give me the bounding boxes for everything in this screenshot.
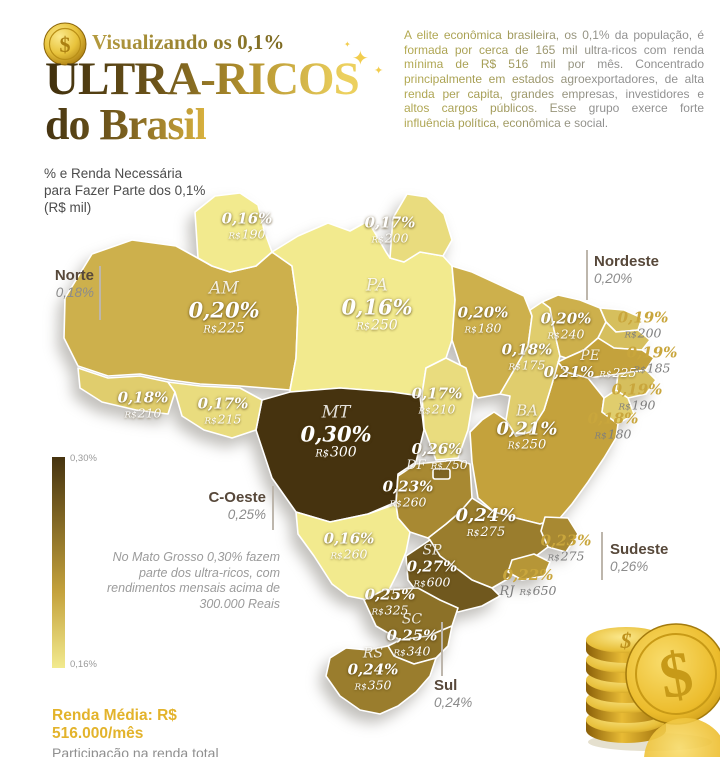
footer-average-income: Renda Média: R$ 516.000/mês	[52, 707, 177, 742]
map-subtitle: % e Renda Necessária para Fazer Parte do…	[44, 166, 206, 215]
state-shape-AP	[389, 193, 453, 263]
state-shape-PE	[557, 337, 655, 379]
state-shape-AC	[77, 367, 176, 415]
state-shape-MT	[255, 387, 425, 523]
main-title: ULTRA-RICOS	[45, 53, 360, 105]
coin-icon: $	[43, 22, 87, 66]
region-divider-sul	[441, 622, 443, 676]
main-title-line2: do Brasil	[45, 100, 207, 149]
region-divider-coeste	[272, 486, 274, 530]
state-shape-SE	[601, 389, 635, 425]
state-shape-PR	[363, 587, 459, 641]
gold-coins-illustration: $ $	[586, 623, 720, 757]
region-label-norte: Norte 0,18%	[54, 267, 94, 300]
svg-text:$: $	[620, 628, 632, 653]
state-shape-RJ	[507, 553, 551, 581]
state-shape-MS	[295, 503, 411, 601]
intro-paragraph: A elite econômica brasileira, os 0,1% da…	[404, 28, 704, 130]
region-divider-nordeste	[586, 250, 588, 300]
svg-text:$: $	[60, 32, 71, 57]
df-marker	[432, 468, 451, 480]
state-shape-TO	[421, 357, 475, 461]
legend-max-label: 0,30%	[70, 453, 97, 464]
region-divider-sudeste	[601, 532, 603, 580]
state-shape-RO	[167, 381, 263, 439]
region-label-coeste: C-Oeste 0,25%	[208, 489, 266, 522]
state-shape-ES	[540, 516, 579, 553]
state-shape-RR	[194, 192, 273, 273]
state-shape-GO	[395, 459, 473, 539]
footer-stats: Renda Média: R$ 516.000/mês Participação…	[52, 707, 267, 757]
region-label-nordeste: Nordeste 0,20%	[594, 253, 660, 286]
legend-gradient-bar	[52, 457, 65, 668]
region-divider-norte	[99, 266, 101, 320]
region-label-sudeste: Sudeste 0,26%	[610, 541, 669, 574]
state-shape-RS	[325, 645, 437, 715]
mato-grosso-note: No Mato Grosso 0,30% fazem parte dos ult…	[107, 550, 280, 611]
kicker-title: Visualizando os 0,1%	[92, 30, 285, 54]
footer-income-share: Participação na renda total nacional: 9%	[52, 744, 219, 757]
region-label-sul: Sul 0,24%	[434, 677, 473, 710]
legend-min-label: 0,16%	[70, 659, 97, 670]
